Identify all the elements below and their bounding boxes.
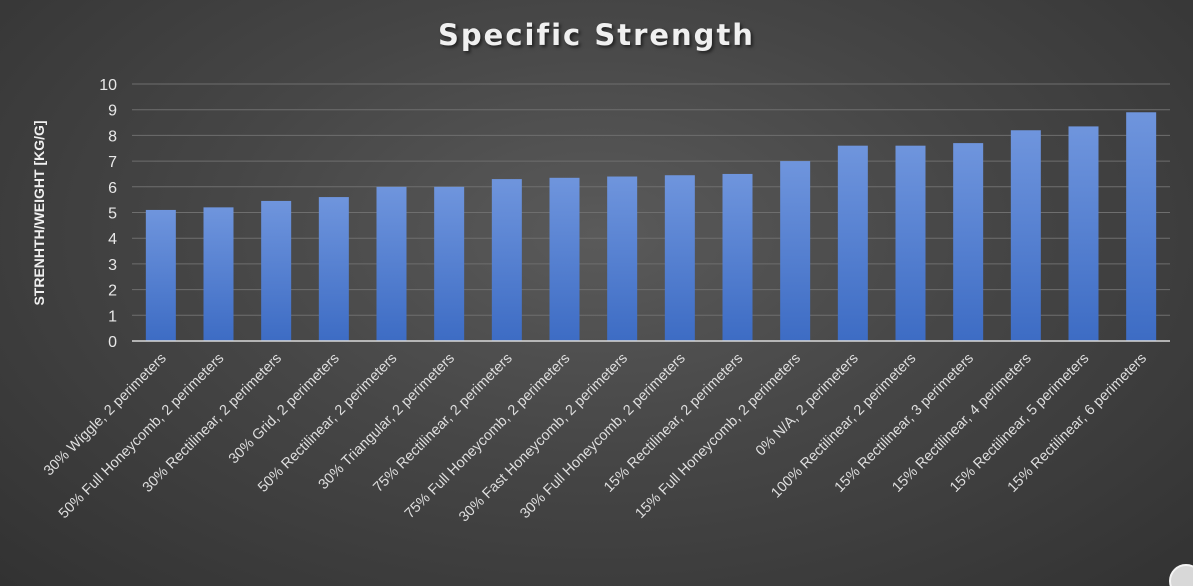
y-tick-label: 7 <box>108 154 117 171</box>
bar <box>607 176 638 341</box>
y-tick-label: 2 <box>108 283 117 300</box>
bar <box>145 209 176 341</box>
corner-button[interactable] <box>1169 564 1193 586</box>
y-tick-label: 5 <box>108 206 117 223</box>
chart-title: Specific Strength <box>438 18 755 52</box>
y-axis-ticks: 0 1 2 3 4 5 6 7 8 9 10 <box>99 77 117 351</box>
y-tick-label: 10 <box>99 77 117 94</box>
bar <box>1010 130 1041 341</box>
y-axis-label: STRENHTH/WEIGHT [KG/G] <box>31 120 47 305</box>
y-tick-label: 9 <box>108 103 117 120</box>
bar <box>1068 126 1099 341</box>
gridlines <box>132 83 1170 316</box>
x-tick-label: 0% N/A, 2 perimeters <box>753 351 862 460</box>
bar <box>318 197 349 341</box>
bar <box>434 186 465 341</box>
bar <box>376 186 407 341</box>
y-tick-label: 0 <box>108 334 117 351</box>
bars <box>145 112 1157 342</box>
bar <box>203 207 234 341</box>
bar <box>549 177 580 341</box>
bar <box>664 175 695 341</box>
y-tick-label: 4 <box>108 231 117 248</box>
y-tick-label: 1 <box>108 308 117 325</box>
bar <box>780 161 811 341</box>
bar <box>722 173 753 341</box>
bar <box>953 143 984 341</box>
bar <box>491 179 522 341</box>
y-tick-label: 8 <box>108 128 117 145</box>
bar <box>1126 112 1157 342</box>
bar <box>261 200 292 341</box>
x-tick-label: 30% Grid, 2 perimeters <box>226 351 343 468</box>
y-tick-label: 6 <box>108 180 117 197</box>
bar <box>895 145 926 341</box>
y-tick-label: 3 <box>108 257 117 274</box>
bar <box>837 145 868 341</box>
